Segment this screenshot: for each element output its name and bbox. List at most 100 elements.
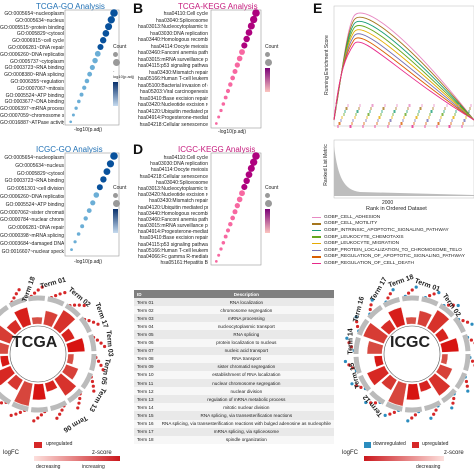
circle-wedge: [13, 306, 32, 329]
legend-e-swatch: [312, 229, 321, 232]
table-row: Term 06 protein localization to nucleus: [134, 338, 334, 347]
gene-track: [11, 401, 29, 412]
circle-wedge: [373, 355, 385, 368]
term-label: hsa05203:Viral carcinogenesis: [139, 89, 208, 95]
legend-e-item: GOBP_PROTEIN_LOCALIZATION_TO_CHROMOSOME_…: [312, 247, 474, 254]
gene-dot: [96, 359, 101, 363]
gene-dot: [36, 288, 40, 292]
gene-dot: [437, 291, 441, 295]
term-desc-cell: nucleic acid transport: [158, 346, 334, 355]
dot-mark: [228, 82, 233, 87]
gene-dot: [432, 412, 436, 416]
table-row: Term 18 spindle organization: [134, 435, 334, 444]
term-label: hsa03420:Nucleotide excision repair: [138, 192, 208, 199]
panel-c: ICGC-GO Analysis GO:0005654~nucleoplasm G…: [0, 143, 120, 268]
term-id-cell: Term 15: [134, 411, 159, 420]
circle-tcga-legend: logFC upregulated z-score decreasing inc…: [0, 440, 128, 474]
legend-z-gradient-r: [364, 456, 444, 461]
dot-mark: [221, 102, 226, 106]
gene-dot: [452, 396, 456, 401]
term-id-cell: Term 02: [134, 306, 159, 315]
gene-track: [369, 390, 386, 405]
panel-d: ICGC-KEGG Analysis hsa04110:Cell cycle hs…: [138, 143, 278, 268]
gene-track: [47, 296, 65, 307]
circle-wedge: [42, 310, 59, 328]
circle-wedge: [405, 316, 417, 325]
term-label: hsa04115:p53 signaling pathway: [138, 241, 208, 248]
gene-dot: [469, 338, 473, 342]
term-desc-cell: mRNA processing: [158, 314, 334, 323]
terms-table-header-id: ID: [134, 290, 159, 299]
legend-e-swatch: [312, 256, 321, 258]
term-label: hsa03040:Spliceosome: [156, 17, 208, 24]
circle-plot-icgc-svg: [343, 285, 474, 423]
gene-dot: [386, 296, 390, 300]
panel-e-xlabel: Rank in Ordered Dataset: [366, 206, 427, 212]
term-label: GO:0016607~nuclear speck: [1, 248, 64, 255]
dot-mark: [79, 92, 84, 97]
gene-dot: [351, 366, 355, 370]
gene-track: [8, 296, 27, 308]
dot-mark: [74, 106, 78, 110]
gene-dot: [456, 303, 460, 308]
term-desc-cell: RNA transport: [158, 354, 334, 363]
gene-track: [423, 400, 442, 412]
gene-dot: [99, 341, 103, 345]
dot-mark: [239, 49, 245, 55]
legend-e-label: GOBP_REGULATION_OF_APOPTOTIC_SIGNALING_P…: [324, 254, 465, 260]
gene-dot: [58, 412, 62, 416]
term-label: hsa03015:mRNA surveillance pathway: [138, 56, 208, 63]
table-row: Term 11 nuclear chromosome segregation: [134, 379, 334, 388]
table-row: Term 04 nucleocytoplasmic transport: [134, 322, 334, 331]
legend-e-item: GOBP_REGULATION_OF_CELL_DEATH: [312, 260, 474, 267]
circle-wedge: [13, 380, 34, 407]
dot-mark: [236, 55, 243, 62]
term-label: hsa04110:Cell cycle: [163, 155, 208, 161]
dot-mark: [243, 35, 250, 43]
dot-mark: [221, 241, 226, 245]
dot-mark: [250, 15, 258, 24]
panel-c-term-list: GO:0005654~nucleoplasm GO:0005634~nucleus…: [0, 155, 64, 256]
term-label: hsa03410:Base excision repair: [139, 95, 208, 102]
legend-z-label-r: z-score: [444, 450, 464, 456]
gene-track: [0, 304, 9, 317]
dot-mark: [234, 202, 240, 209]
circle-wedge: [387, 380, 408, 407]
term-label: hsa04914:Progesterone-mediated oocyte ma…: [138, 115, 208, 121]
gene-dot: [82, 303, 86, 308]
legend-e-item: GOBP_INTRINSIC_APOPTOTIC_SIGNALING_PATHW…: [312, 227, 474, 234]
term-label: GO:0006260~DNA replication: [0, 51, 64, 58]
gene-dot: [58, 292, 62, 296]
legend-padj-title: -log10(p.adj): [113, 68, 135, 79]
dot-mark: [247, 22, 255, 30]
term-id-cell: Term 08: [134, 354, 159, 363]
legend-down-swatch: [364, 442, 371, 448]
legend-e-label: GOBP_CELL_ADHESION: [324, 214, 381, 220]
legend-e-item: GOBP_CELL_MOTILITY: [312, 221, 474, 228]
table-row: Term 02 chromosome segregation: [134, 306, 334, 315]
gene-track: [88, 333, 97, 352]
circle-wedge: [406, 383, 421, 401]
gene-dot: [350, 382, 354, 386]
dot-mark: [241, 183, 248, 191]
circle-wedge: [439, 337, 460, 353]
dot-mark: [234, 62, 240, 68]
gene-dot: [383, 413, 387, 417]
term-label: GO:0007059~chromosome segregation: [0, 112, 64, 119]
circle-wedge: [60, 328, 76, 343]
dot-mark: [84, 78, 90, 84]
table-row: Term 01 RNA localization: [134, 298, 334, 307]
gene-dot: [36, 416, 40, 420]
circle-wedge: [0, 355, 11, 368]
circle-wedge: [0, 325, 15, 344]
circle-wedge: [61, 364, 79, 381]
panel-a: TCGA-GO Analysis GO:0005654~nucleoplasm G…: [0, 0, 120, 135]
panel-a-legend: Count -log10(p.adj): [113, 44, 135, 106]
circle-wedge: [32, 383, 47, 401]
panel-e-legend: GOBP_CELL_ADHESION GOBP_CELL_MOTILITY GOBP…: [312, 214, 474, 267]
term-desc-cell: sister chromatid segregation: [158, 362, 334, 371]
gene-dot: [470, 359, 474, 363]
gene-dot: [12, 296, 16, 300]
term-label: GO:0000398~mRNA splicing, via spliceosom…: [0, 232, 64, 239]
term-desc-cell: establishment of RNA localization: [158, 370, 334, 380]
